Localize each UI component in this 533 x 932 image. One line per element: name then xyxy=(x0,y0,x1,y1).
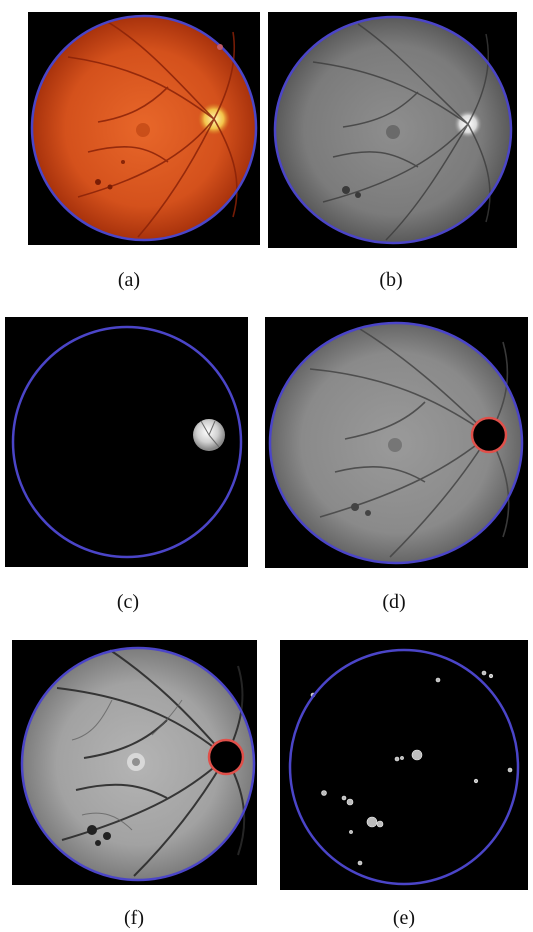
panel-a-color-fundus xyxy=(28,12,260,245)
panel-e-lesion-map xyxy=(280,640,528,890)
caption-d: (d) xyxy=(382,591,406,613)
panel-d-masked-fundus xyxy=(265,317,528,568)
panel-b-grayscale-fundus xyxy=(268,12,517,248)
panel-c-optic-disc xyxy=(5,317,248,567)
caption-e: (e) xyxy=(392,907,416,929)
caption-c: (c) xyxy=(116,591,140,613)
grayscale-fundus-image xyxy=(268,12,517,248)
masked-fundus-image xyxy=(265,317,528,568)
caption-b: (b) xyxy=(379,269,403,291)
enhanced-fundus-image xyxy=(12,640,257,885)
lesion-map-image xyxy=(280,640,528,890)
caption-a: (a) xyxy=(117,269,141,291)
panel-f-enhanced-fundus xyxy=(12,640,257,885)
optic-disc-image xyxy=(5,317,248,567)
color-fundus-image xyxy=(28,12,260,245)
caption-f: (f) xyxy=(124,907,144,929)
